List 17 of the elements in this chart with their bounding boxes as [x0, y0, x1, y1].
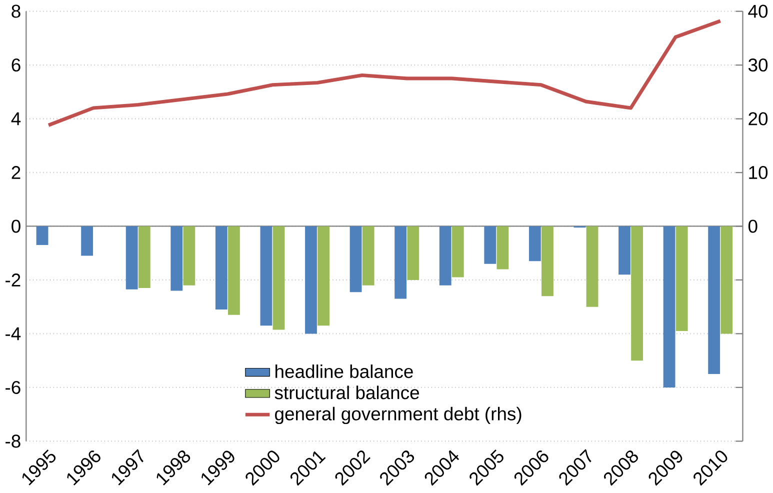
legend-label: structural balance — [274, 386, 419, 400]
y-tick-label: 4 — [11, 112, 21, 125]
y2-tick-label: 40 — [748, 4, 768, 18]
y-tick-label: 8 — [12, 4, 20, 18]
y-tick-label: 6 — [12, 58, 20, 72]
y2-tick-label: 10 — [749, 166, 768, 179]
legend-label: headline balance — [276, 364, 413, 378]
y-tick-label: 0 — [12, 220, 20, 233]
y-tick-label: -2 — [6, 273, 20, 286]
y-tick-label: 2 — [12, 166, 20, 179]
y2-tick-label: 30 — [748, 58, 768, 72]
legend-label: general government debt (rhs) — [275, 406, 522, 424]
y-tick-label: -4 — [6, 327, 21, 340]
y2-tick-label: 0 — [748, 220, 758, 233]
y-tick-label: -8 — [6, 434, 20, 448]
y-tick-label: -6 — [6, 380, 20, 394]
y2-tick-label: 20 — [748, 112, 768, 126]
